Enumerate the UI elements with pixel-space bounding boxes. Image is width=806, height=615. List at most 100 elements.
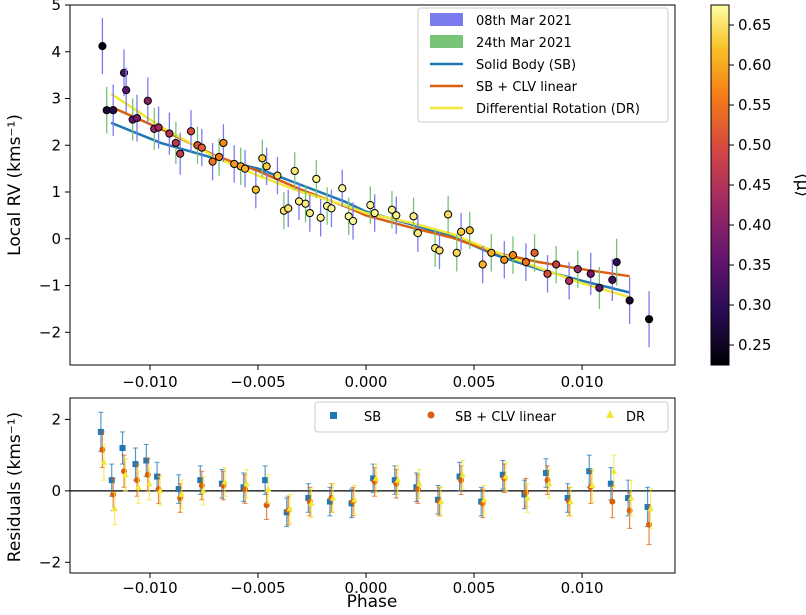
bottom-y-tick-label: 2	[51, 410, 61, 428]
legend-label-sb: Solid Body (SB)	[476, 58, 576, 73]
mar24-point	[444, 210, 453, 219]
residual-point-sb	[154, 473, 161, 480]
bottom-x-tick-label: 0.005	[453, 579, 496, 597]
mar08-point	[176, 149, 185, 158]
residual-point-dr	[156, 487, 164, 494]
top-x-tick-label: 0.005	[453, 373, 496, 391]
mar24-point	[530, 248, 539, 257]
top-y-tick-label: 2	[51, 136, 61, 154]
mar08-point	[122, 85, 131, 95]
top-x-tick-label: −0.005	[230, 373, 286, 391]
residual-point-dr	[135, 483, 142, 490]
mar24-point	[214, 152, 224, 162]
data-points	[98, 18, 654, 348]
mar08-point	[294, 197, 304, 206]
residual-point-dr	[200, 487, 207, 494]
residual-point-dr	[264, 485, 272, 492]
top-x-tick-label: 0.010	[561, 373, 604, 391]
mar08-point	[608, 275, 617, 285]
residual-point-dr	[221, 478, 229, 485]
mar08-point	[370, 208, 379, 218]
x-axis-label: Phase	[347, 592, 398, 611]
residual-point-sb	[607, 480, 614, 487]
mar08-point	[109, 106, 118, 115]
colorbar-tick-label: 0.65	[738, 16, 771, 34]
mar08-point	[435, 246, 444, 255]
residual-point-clv	[198, 482, 205, 489]
residual-point-clv	[133, 477, 140, 484]
legend-patch-mar08	[430, 13, 463, 26]
top-legend-frame	[417, 7, 669, 123]
bottom-y-axis-label: Residuals (kms⁻¹)	[5, 412, 25, 562]
mar24-point	[612, 258, 621, 267]
mar08-point	[543, 269, 552, 278]
mar24-point	[171, 138, 180, 148]
colorbar-label: ⟨μ⟩	[792, 173, 806, 197]
residual-point-dr	[308, 499, 315, 506]
residual-point-dr	[122, 471, 129, 478]
residual-point-dr	[351, 496, 358, 503]
legend-marker-clv	[427, 411, 435, 419]
colorbar: 0.25 0.30 0.35 0.40 0.45 0.50 0.55 0.60 0.65 ⟨μ⟩	[710, 4, 806, 366]
bottom-x-tick-label: −0.005	[230, 579, 286, 597]
mar08-point	[262, 162, 271, 171]
residual-point-sb	[644, 503, 651, 510]
mar24-point	[465, 226, 474, 235]
residual-points	[97, 411, 654, 545]
residual-point-dr	[502, 473, 510, 480]
residual-point-dr	[627, 494, 635, 501]
mar08-point	[143, 96, 152, 105]
residual-point-dr	[416, 480, 423, 487]
top-y-tick-label: −1	[39, 277, 61, 295]
top-y-tick-label: −2	[39, 323, 61, 341]
mar08-point	[644, 315, 654, 324]
mar24-point	[258, 154, 267, 163]
mar08-point	[338, 184, 347, 193]
residual-point-sb	[543, 470, 550, 476]
residuals-panel: −0.010 −0.005 0.000 0.005 0.010 −2 0 2 Residua…	[5, 397, 676, 612]
residual-point-sb	[564, 495, 571, 501]
mar08-point	[197, 143, 206, 152]
mar24-point	[409, 212, 418, 221]
residual-point-dr	[480, 496, 488, 503]
mar08-point	[521, 258, 531, 267]
residual-point-sb	[370, 475, 377, 482]
residual-point-sb	[305, 495, 312, 501]
local-rv-panel: −0.010 −0.005 0.000 0.005 0.010 −2 −1 0 1 2 3 4 5 L…	[5, 0, 676, 391]
top-x-ticks: −0.010 −0.005 0.000 0.005 0.010	[122, 365, 604, 391]
residual-point-sb	[625, 495, 632, 501]
mar24-point	[595, 283, 604, 292]
legend-label-dr: Differential Rotation (DR)	[476, 102, 640, 117]
mar24-point	[552, 260, 561, 269]
bottom-legend: SB SB + CLV linear DR	[314, 401, 669, 433]
colorbar-tick-label: 0.60	[738, 56, 771, 74]
mar08-point	[186, 127, 196, 136]
legend-label-mar08: 08th Mar 2021	[476, 14, 572, 29]
bottom-y-ticks: −2 0 2	[39, 410, 70, 571]
bottom-x-ticks: −0.010 −0.005 0.000 0.005 0.010	[122, 573, 604, 597]
colorbar-tick-label: 0.55	[738, 96, 771, 114]
mar24-point	[312, 174, 321, 184]
mar24-point	[508, 251, 518, 260]
residual-point-dr	[524, 494, 531, 501]
mar08-point	[230, 159, 239, 169]
top-plot-frame	[69, 4, 676, 366]
colorbar-tick-label: 0.45	[738, 176, 771, 194]
mar08-point	[456, 227, 466, 236]
mar08-point	[316, 213, 325, 222]
residual-point-dr	[372, 474, 380, 481]
top-y-tick-label: 5	[51, 0, 61, 14]
residual-point-dr	[100, 458, 108, 465]
residual-point-dr	[545, 480, 553, 487]
legend-label-res-clv: SB + CLV linear	[455, 410, 557, 425]
top-y-tick-label: 4	[51, 43, 61, 61]
top-x-tick-label: −0.010	[122, 373, 178, 391]
residual-point-sb	[326, 498, 333, 505]
residual-point-dr	[394, 476, 401, 483]
colorbar-ticks: 0.25 0.30 0.35 0.40 0.45 0.50 0.55 0.60 0.65	[729, 16, 771, 354]
top-x-tick-label: 0.000	[345, 373, 388, 391]
legend-label-clv: SB + CLV linear	[476, 80, 578, 95]
residual-point-sb	[175, 486, 182, 493]
residual-point-sb	[119, 445, 126, 451]
colorbar-tick-label: 0.25	[738, 336, 771, 354]
